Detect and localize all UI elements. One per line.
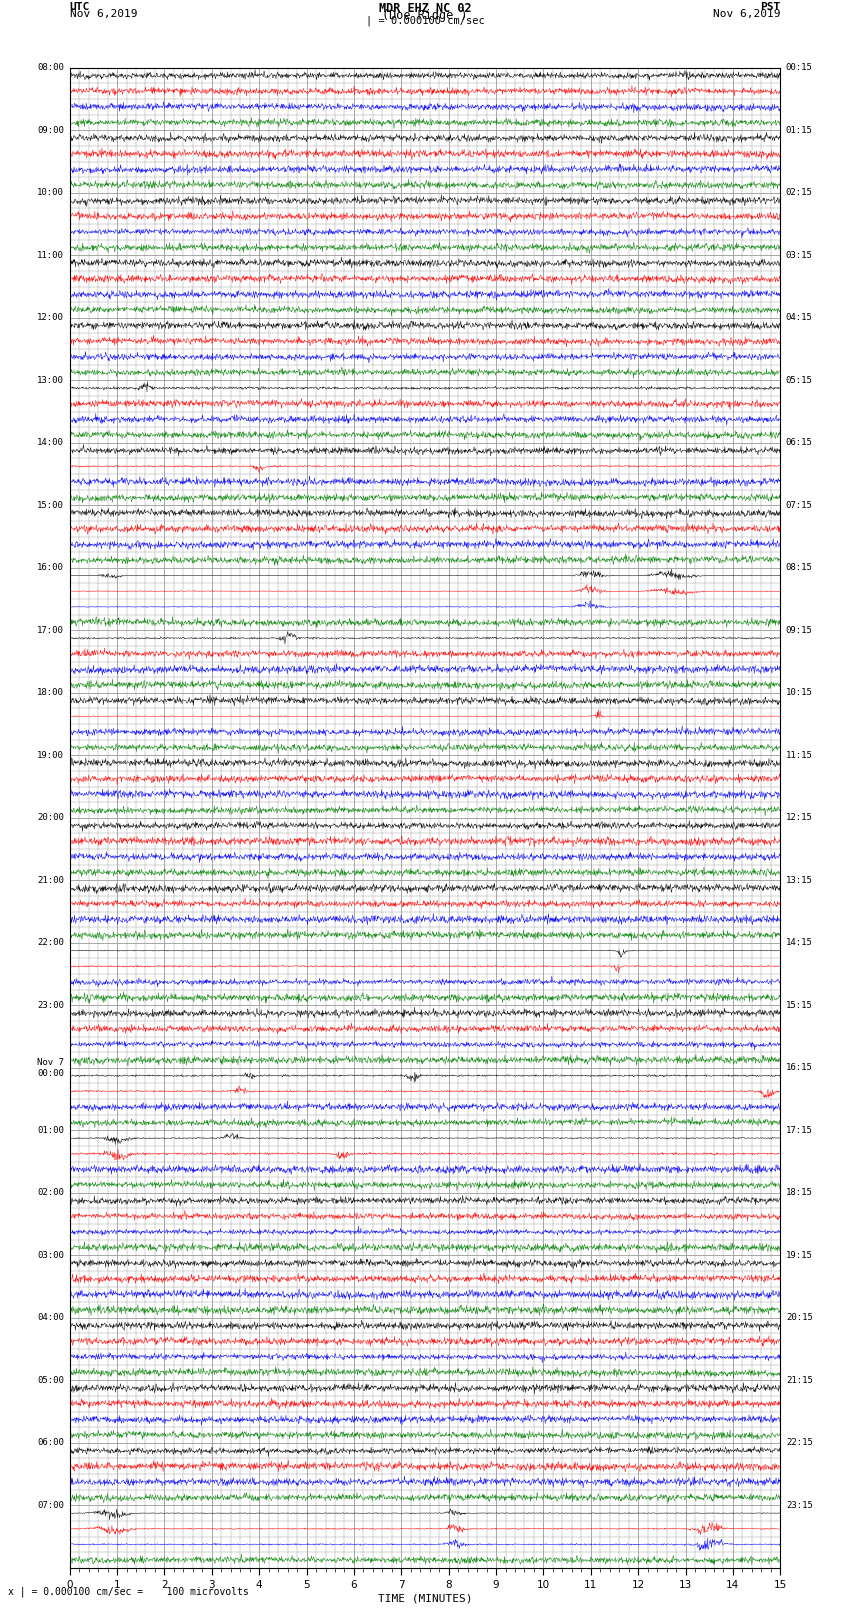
Text: 15:15: 15:15 — [786, 1000, 813, 1010]
Text: 08:15: 08:15 — [786, 563, 813, 573]
Text: UTC: UTC — [70, 3, 90, 13]
Text: 04:15: 04:15 — [786, 313, 813, 323]
Text: 10:15: 10:15 — [786, 689, 813, 697]
Text: 19:15: 19:15 — [786, 1250, 813, 1260]
Text: 12:00: 12:00 — [37, 313, 64, 323]
Text: 01:15: 01:15 — [786, 126, 813, 135]
Text: 18:00: 18:00 — [37, 689, 64, 697]
Text: | = 0.000100 cm/sec: | = 0.000100 cm/sec — [366, 16, 484, 26]
Text: 09:15: 09:15 — [786, 626, 813, 636]
Text: 11:15: 11:15 — [786, 750, 813, 760]
Text: 06:15: 06:15 — [786, 439, 813, 447]
Text: 20:15: 20:15 — [786, 1313, 813, 1323]
Text: 07:00: 07:00 — [37, 1500, 64, 1510]
Text: 12:15: 12:15 — [786, 813, 813, 823]
Text: 02:00: 02:00 — [37, 1189, 64, 1197]
Text: 16:00: 16:00 — [37, 563, 64, 573]
Text: Nov 6,2019: Nov 6,2019 — [713, 10, 780, 19]
Text: 17:00: 17:00 — [37, 626, 64, 636]
Text: 21:00: 21:00 — [37, 876, 64, 886]
Text: 05:00: 05:00 — [37, 1376, 64, 1386]
Text: 13:00: 13:00 — [37, 376, 64, 386]
Text: 01:00: 01:00 — [37, 1126, 64, 1136]
Text: Nov 6,2019: Nov 6,2019 — [70, 10, 137, 19]
Text: MDR EHZ NC 02: MDR EHZ NC 02 — [379, 3, 471, 16]
Text: 06:00: 06:00 — [37, 1439, 64, 1447]
Text: 23:00: 23:00 — [37, 1000, 64, 1010]
Text: 07:15: 07:15 — [786, 500, 813, 510]
Text: 16:15: 16:15 — [786, 1063, 813, 1073]
X-axis label: TIME (MINUTES): TIME (MINUTES) — [377, 1594, 473, 1603]
Text: 03:00: 03:00 — [37, 1250, 64, 1260]
Text: 05:15: 05:15 — [786, 376, 813, 386]
Text: 22:15: 22:15 — [786, 1439, 813, 1447]
Text: 15:00: 15:00 — [37, 500, 64, 510]
Text: 03:15: 03:15 — [786, 250, 813, 260]
Text: 14:15: 14:15 — [786, 939, 813, 947]
Text: 04:00: 04:00 — [37, 1313, 64, 1323]
Text: 22:00: 22:00 — [37, 939, 64, 947]
Text: 18:15: 18:15 — [786, 1189, 813, 1197]
Text: (Doe Ridge ): (Doe Ridge ) — [382, 10, 468, 23]
Text: 20:00: 20:00 — [37, 813, 64, 823]
Text: 08:00: 08:00 — [37, 63, 64, 73]
Text: 14:00: 14:00 — [37, 439, 64, 447]
Text: 17:15: 17:15 — [786, 1126, 813, 1136]
Text: 11:00: 11:00 — [37, 250, 64, 260]
Text: 23:15: 23:15 — [786, 1500, 813, 1510]
Text: 10:00: 10:00 — [37, 189, 64, 197]
Text: x | = 0.000100 cm/sec =    100 microvolts: x | = 0.000100 cm/sec = 100 microvolts — [8, 1586, 249, 1597]
Text: 02:15: 02:15 — [786, 189, 813, 197]
Text: Nov 7
00:00: Nov 7 00:00 — [37, 1058, 64, 1077]
Text: 19:00: 19:00 — [37, 750, 64, 760]
Text: 21:15: 21:15 — [786, 1376, 813, 1386]
Text: 13:15: 13:15 — [786, 876, 813, 886]
Text: 00:15: 00:15 — [786, 63, 813, 73]
Text: PST: PST — [760, 3, 780, 13]
Text: 09:00: 09:00 — [37, 126, 64, 135]
